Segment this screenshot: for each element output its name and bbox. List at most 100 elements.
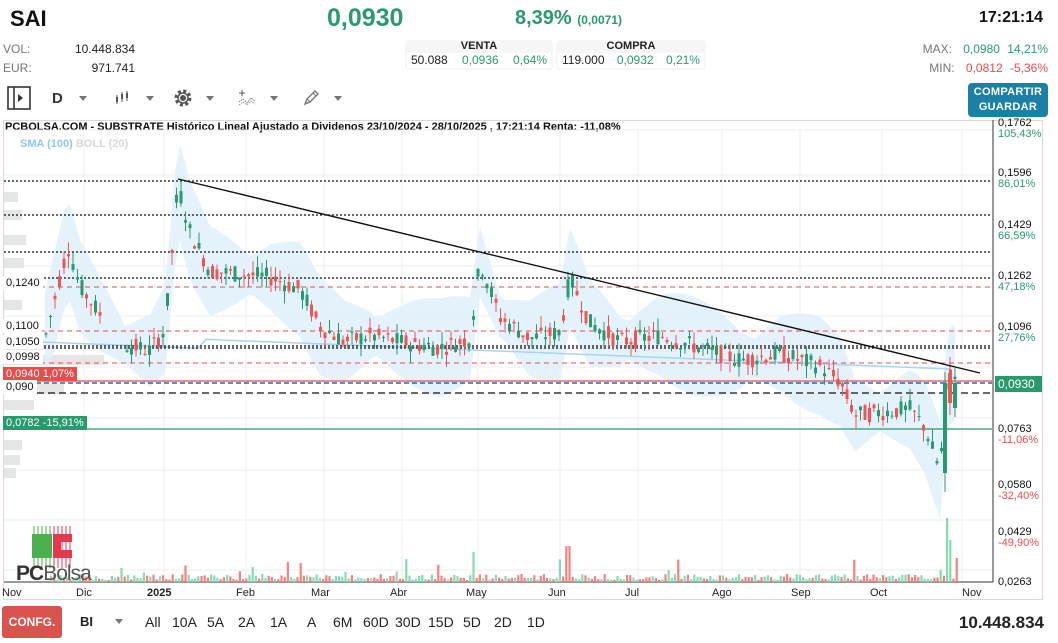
y-axis-tick: 0,0263 bbox=[998, 576, 1032, 588]
price-level-label: 0,1050 bbox=[3, 335, 43, 349]
min-pct: -5,36% bbox=[1009, 61, 1048, 75]
settings-dropdown[interactable] bbox=[172, 84, 214, 112]
y-axis-tick: 0,1762 105,43% bbox=[998, 117, 1042, 140]
range-button-15d[interactable]: 15D bbox=[428, 614, 454, 630]
range-button-2a[interactable]: 2A bbox=[238, 614, 256, 630]
chevron-down-icon bbox=[78, 95, 87, 101]
volume-value: 10.448.834 bbox=[74, 42, 135, 56]
timeframe-dropdown[interactable]: D bbox=[52, 84, 87, 112]
max-price: 0,0980 bbox=[963, 42, 1000, 56]
x-axis-tick: Jul bbox=[625, 587, 640, 599]
eur-stat: EUR: 971.741 bbox=[3, 61, 135, 75]
pcbolsa-logo-icon bbox=[32, 526, 72, 568]
last-price: 0,0930 bbox=[327, 4, 404, 32]
range-button-2d[interactable]: 2D bbox=[494, 614, 512, 630]
change-percent: 8,39% bbox=[515, 7, 572, 29]
chart-type-dropdown[interactable] bbox=[114, 84, 154, 112]
range-button-6m[interactable]: 6M bbox=[333, 614, 353, 630]
chevron-down-icon bbox=[146, 95, 154, 101]
eur-label: EUR: bbox=[3, 61, 32, 75]
y-axis-tick: 0,1096 27,76% bbox=[998, 321, 1036, 344]
compra-price: 0,0932 bbox=[616, 53, 654, 67]
chart-toolbar: D bbox=[6, 84, 366, 112]
min-label: MIN: bbox=[929, 61, 955, 75]
candlestick-icon bbox=[116, 91, 128, 104]
compra-label: COMPRA bbox=[606, 40, 656, 52]
chevron-down-icon bbox=[206, 95, 214, 101]
x-axis-tick: Oct bbox=[870, 587, 888, 599]
max-pct: 14,21% bbox=[1007, 42, 1048, 56]
legend-boll[interactable]: BOLL (20) bbox=[75, 138, 129, 150]
range-button-10a[interactable]: 10A bbox=[172, 614, 197, 630]
y-axis-tick: 0,1262 47,18% bbox=[998, 270, 1036, 293]
y-axis-tick: 0,0763 -11,06% bbox=[998, 423, 1039, 446]
chart-legend: SMA (100) BOLL (20) bbox=[20, 138, 128, 150]
price-level-label: 0,0998 bbox=[3, 350, 43, 364]
compra-box: COMPRA 119.000 0,0932 0,21% bbox=[556, 40, 706, 70]
chart-type-select[interactable]: BI bbox=[80, 614, 93, 629]
drawing-tools-dropdown[interactable] bbox=[302, 84, 342, 112]
range-button-60d[interactable]: 60D bbox=[363, 614, 389, 630]
range-button-30d[interactable]: 30D bbox=[395, 614, 421, 630]
pencil-icon bbox=[303, 90, 319, 106]
indicator-add-icon bbox=[238, 90, 256, 106]
config-button[interactable]: CONFG. bbox=[2, 606, 62, 638]
min-price: 0,0812 bbox=[965, 61, 1003, 75]
range-button-5d[interactable]: 5D bbox=[463, 614, 481, 630]
change-absolute: (0,0071) bbox=[577, 13, 622, 27]
share-label: COMPARTIR bbox=[973, 86, 1043, 98]
min-stat: MIN: 0,0812 -5,36% bbox=[929, 61, 1048, 75]
range-button-1a[interactable]: 1A bbox=[270, 614, 288, 630]
bottom-bar: CONFG. BI All 10A 5A 2A 1A A 6M 60D 30D 15D 5D 2D 1D… bbox=[0, 604, 1058, 640]
x-axis-tick: Abr bbox=[390, 587, 408, 599]
y-axis-tick: 0,1429 66,59% bbox=[998, 219, 1036, 242]
price-level-label: 0,1240 bbox=[3, 276, 43, 290]
x-axis-tick: Nov bbox=[2, 587, 22, 599]
x-axis-tick: May bbox=[466, 587, 487, 599]
x-axis-tick: Nov bbox=[962, 587, 982, 599]
x-axis-tick: Sep bbox=[791, 587, 811, 599]
gear-icon bbox=[174, 89, 192, 107]
save-label: GUARDAR bbox=[978, 101, 1038, 113]
x-axis-tick: Feb bbox=[236, 587, 255, 599]
price-level-label: 0,0940 1,07% bbox=[3, 367, 77, 381]
volume-stat: VOL: 10.448.834 bbox=[3, 42, 135, 56]
max-stat: MAX: 0,0980 14,21% bbox=[923, 42, 1048, 56]
indicators-dropdown[interactable] bbox=[238, 84, 278, 112]
current-price-tag: 0,0930 bbox=[995, 376, 1042, 392]
range-button-1d[interactable]: 1D bbox=[527, 614, 545, 630]
volume-total: 10.448.834 bbox=[958, 613, 1044, 632]
venta-pct: 0,64% bbox=[512, 53, 547, 67]
ticker-symbol: SAI bbox=[10, 6, 47, 31]
eur-value: 971.741 bbox=[91, 61, 135, 75]
price-level-label: 0,090 bbox=[3, 380, 37, 394]
clock-time: 17:21:14 bbox=[978, 9, 1043, 26]
x-axis-tick: Mar bbox=[311, 587, 330, 599]
venta-qty: 50.088 bbox=[411, 53, 448, 67]
pcbolsa-logo-text: PCBolsa bbox=[16, 562, 92, 585]
share-save-button[interactable]: COMPARTIR GUARDAR bbox=[968, 83, 1048, 117]
panel-toggle-button[interactable] bbox=[6, 84, 32, 112]
range-button-5a[interactable]: 5A bbox=[207, 614, 225, 630]
y-axis-tick: 0,0580 -32,40% bbox=[998, 479, 1039, 502]
chevron-down-icon[interactable] bbox=[115, 619, 123, 624]
range-button-a[interactable]: A bbox=[307, 614, 317, 630]
x-axis-tick: 2025 bbox=[147, 587, 172, 599]
x-axis-tick: Ago bbox=[712, 587, 732, 599]
venta-label: VENTA bbox=[460, 40, 498, 52]
panel-toggle-icon bbox=[7, 86, 31, 110]
max-label: MAX: bbox=[922, 42, 952, 56]
venta-price: 0,0936 bbox=[461, 53, 499, 67]
price-change: 8,39% (0,0071) bbox=[515, 7, 622, 30]
price-level-label: 0,0782 -15,91% bbox=[3, 416, 87, 430]
compra-pct: 0,21% bbox=[665, 53, 700, 67]
price-level-label: 0,1100 bbox=[3, 319, 42, 333]
x-axis-tick: Jun bbox=[548, 587, 566, 599]
chevron-down-icon bbox=[270, 95, 278, 101]
venta-box: VENTA 50.088 0,0936 0,64% bbox=[405, 40, 553, 70]
legend-sma[interactable]: SMA (100) bbox=[20, 138, 73, 150]
chevron-down-icon bbox=[334, 95, 342, 101]
x-axis-tick: Dic bbox=[76, 587, 92, 599]
range-button-all[interactable]: All bbox=[145, 614, 161, 630]
